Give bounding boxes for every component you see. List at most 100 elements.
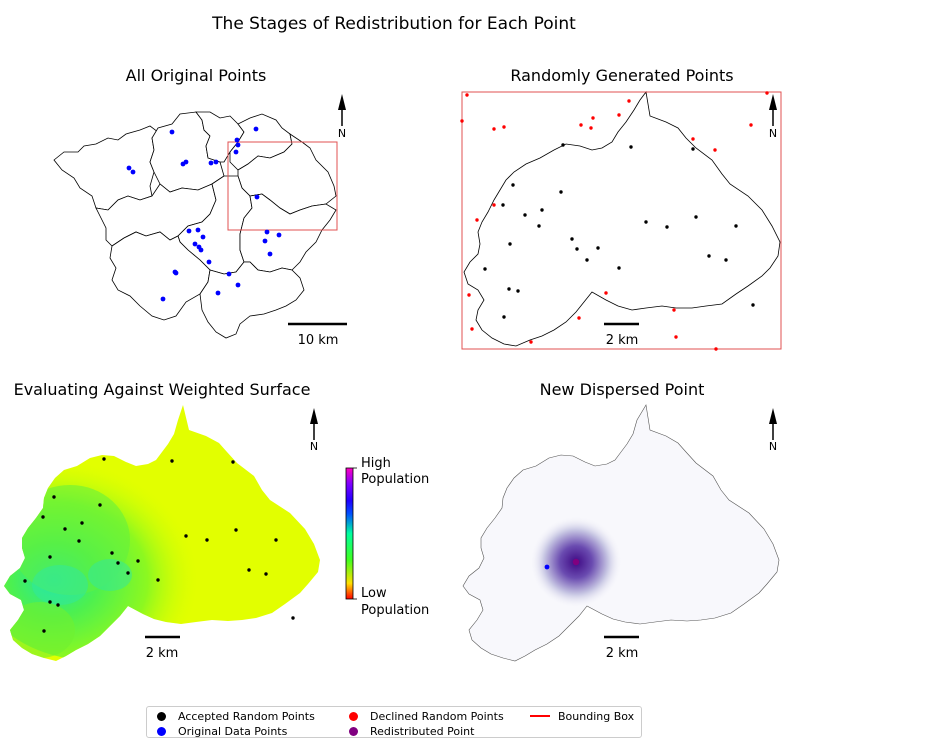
accepted-point [502,315,506,319]
accepted-point [540,208,544,212]
legend-item-redistributed: Redistributed Point [349,724,474,738]
district-boundaries [53,111,337,339]
declined-point [529,340,533,344]
original-point [195,227,201,233]
original-point [208,160,214,166]
accepted-point [691,147,695,151]
declined-point [465,93,469,97]
declined-point [591,116,595,120]
svg-text:N: N [769,440,777,453]
original-point [192,241,198,247]
accepted-point [110,551,114,555]
legend-marker-accepted [157,711,166,721]
colorbar-low-label: Low Population [361,586,429,618]
legend-item-declined: Declined Random Points [349,709,504,723]
accepted-point [483,267,487,271]
bounding-box-inset [227,141,338,231]
population-colorbar: High Population Low Population [345,456,429,618]
accepted-point [42,629,46,633]
accepted-point [596,246,600,250]
accepted-point [264,572,268,576]
north-arrow-2: N [769,94,777,140]
legend-label-declined: Declined Random Points [370,709,504,723]
declined-point [672,308,676,312]
original-point [233,149,239,155]
original-point [254,194,260,200]
accepted-point [52,495,56,499]
original-point [130,169,136,175]
dispersed-points-layer [544,558,580,570]
declined-point [589,126,593,130]
accepted-point [184,534,188,538]
original-point [234,137,240,143]
original-point [126,165,132,171]
original-point [267,251,273,257]
original-point [169,129,175,135]
panel-title-4: New Dispersed Point [540,380,705,399]
original-point [264,229,270,235]
original-point [206,259,212,265]
accepted-point [205,538,209,542]
declined-point [713,148,717,152]
accepted-point [511,183,515,187]
panel-title-2: Randomly Generated Points [510,66,733,85]
original-point [200,234,206,240]
redistributed-point [572,558,580,566]
original-point [180,161,186,167]
scalebar-1: 10 km [288,322,347,348]
accepted-point [48,600,52,604]
svg-text:N: N [310,440,318,453]
accepted-point [561,143,565,147]
legend-label-accepted: Accepted Random Points [178,709,315,723]
declined-point [492,127,496,131]
accepted-point [274,538,278,542]
legend-item-original: Original Data Points [157,724,287,738]
legend-marker-original [157,726,166,736]
svg-text:2 km: 2 km [146,646,179,661]
accepted-point [751,303,755,307]
accepted-point [537,224,541,228]
accepted-point [585,258,589,262]
district-outline-2 [463,91,781,347]
declined-point [691,137,695,141]
original-point [235,282,241,288]
svg-text:2 km: 2 km [606,646,639,661]
north-arrow-4: N [769,408,777,453]
district-outline-4 [462,404,780,662]
colorbar-high-label: High Population [361,456,429,487]
declined-point [470,327,474,331]
panel-weighted-surface: Evaluating Against Weighted Surface N 2 … [4,380,429,661]
accepted-point [126,571,130,575]
svg-text:10 km: 10 km [298,333,339,348]
accepted-point [508,242,512,246]
accepted-point [102,457,106,461]
original-points-layer [126,126,282,302]
original-point [226,271,232,277]
panel-all-original-points: All Original Points N 10 km [53,66,347,348]
panel-title-1: All Original Points [126,66,267,85]
original-point [173,270,179,276]
scalebar-2: 2 km [604,322,639,348]
accepted-point [724,258,728,262]
declined-point [765,91,769,95]
accepted-point [575,247,579,251]
declined-point [502,125,506,129]
svg-text:N: N [338,127,346,140]
scalebar-3: 2 km [145,635,180,661]
declined-point [627,99,631,103]
north-arrow-3: N [310,408,318,453]
accepted-point [156,578,160,582]
declined-point [577,316,581,320]
accepted-point [136,559,140,563]
accepted-point [170,459,174,463]
legend: Accepted Random Points Original Data Poi… [146,706,642,738]
accepted-point [63,527,67,531]
bounding-box [461,91,782,350]
declined-point [714,347,718,351]
accepted-point [694,215,698,219]
svg-text:2 km: 2 km [606,333,639,348]
accepted-point [116,561,120,565]
original-point [215,290,221,296]
original-point [196,244,202,250]
